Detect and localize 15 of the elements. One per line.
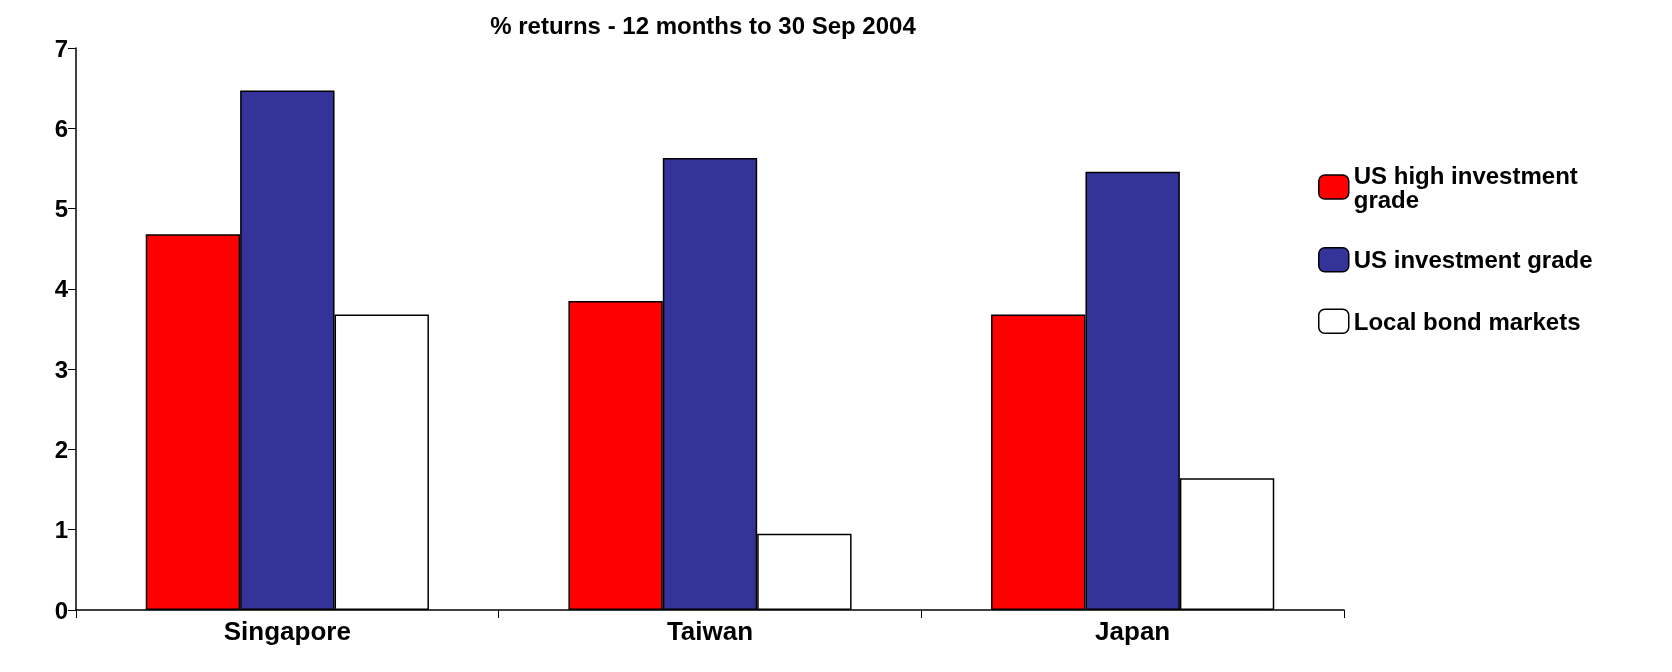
chart-title: % returns - 12 months to 30 Sep 2004 — [490, 11, 917, 39]
y-tick-label: 0 — [54, 596, 68, 624]
y-tick-label: 6 — [54, 114, 68, 142]
x-tick-label: Japan — [1095, 616, 1171, 646]
y-tick-label: 2 — [54, 435, 68, 463]
y-tick-label: 7 — [54, 34, 68, 62]
legend-label: US high investment grade — [1353, 161, 1585, 213]
x-tick-label: Taiwan — [666, 616, 754, 646]
y-tick-label: 4 — [54, 275, 69, 303]
y-tick-label: 5 — [54, 195, 68, 223]
x-tick-label: Singapore — [223, 616, 351, 646]
y-tick-label: 3 — [54, 355, 68, 383]
legend-label: US investment grade — [1353, 246, 1593, 274]
legend-label: Local bond markets — [1353, 307, 1581, 335]
y-tick-label: 1 — [54, 516, 68, 544]
